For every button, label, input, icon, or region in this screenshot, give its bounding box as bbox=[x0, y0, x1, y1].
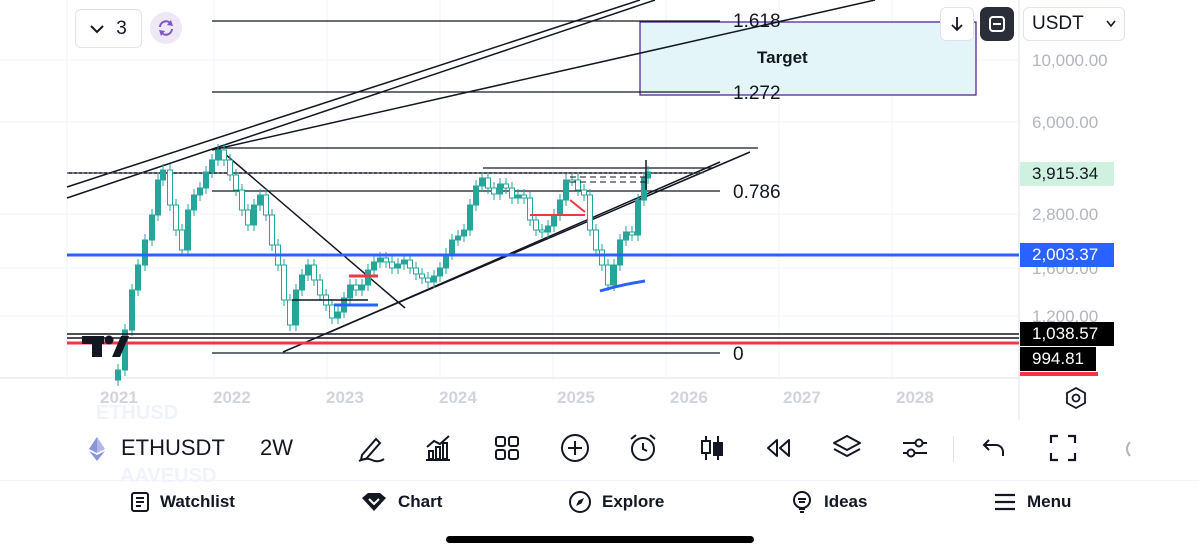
candlestick-series bbox=[115, 144, 651, 386]
fib-label-0786: 0.786 bbox=[733, 182, 781, 203]
black-line-price-tag[interactable]: 1,038.57 bbox=[1020, 322, 1114, 346]
price-axis-label: 10,000.00 bbox=[1032, 51, 1108, 70]
nav-menu[interactable]: Menu bbox=[993, 490, 1071, 514]
tradingview-logo bbox=[82, 335, 129, 357]
fib-label-1618: 1.618 bbox=[733, 11, 781, 32]
nav-ideas[interactable]: Ideas bbox=[790, 490, 867, 514]
replay-button[interactable] bbox=[760, 431, 796, 465]
scroll-down-button[interactable] bbox=[940, 7, 974, 41]
time-axis-label: 2022 bbox=[213, 388, 251, 407]
interval-label[interactable]: 2W bbox=[260, 435, 293, 460]
nav-chart[interactable]: Chart bbox=[360, 490, 442, 514]
price-axis-label: 1,200.00 bbox=[1032, 307, 1099, 326]
symbol-name[interactable]: ETHUSDT bbox=[121, 435, 225, 460]
time-axis-label: 2028 bbox=[896, 388, 934, 407]
currency-label: USDT bbox=[1032, 13, 1084, 34]
fullscreen-button[interactable] bbox=[1045, 431, 1081, 465]
time-axis-label: 2026 bbox=[670, 388, 708, 407]
plus-circle-icon bbox=[561, 434, 589, 462]
fib-label-0: 0 bbox=[733, 344, 744, 365]
price-axis-label: 6,000.00 bbox=[1032, 113, 1099, 132]
chevron-down-icon bbox=[1106, 20, 1116, 28]
red-line-price-underline bbox=[1020, 372, 1098, 376]
bottom-navigation bbox=[0, 480, 1199, 525]
interval-count: 3 bbox=[116, 17, 127, 39]
faded-symbol-above: ETHUSD bbox=[96, 402, 179, 424]
faded-symbol-below: AAVEUSD bbox=[120, 465, 217, 487]
toolbar-divider bbox=[953, 436, 954, 462]
chart-diamond-icon bbox=[362, 493, 386, 511]
chart-area[interactable]: 3 USDT 1.618 1.272 0.786 0 Target 10,000… bbox=[0, 0, 1199, 420]
time-axis-label: 2021 bbox=[100, 388, 138, 407]
add-symbol-button[interactable] bbox=[557, 431, 593, 465]
undo-button[interactable] bbox=[976, 431, 1012, 465]
undo-icon bbox=[982, 439, 1004, 456]
layout-button[interactable] bbox=[489, 431, 525, 465]
price-axis-label: 2,800.00 bbox=[1032, 205, 1099, 224]
blue-line-price-tag[interactable]: 2,003.37 bbox=[1020, 243, 1114, 267]
more-tools-edge[interactable] bbox=[1122, 440, 1132, 458]
alarm-clock-icon bbox=[630, 434, 656, 461]
layers-icon bbox=[833, 435, 861, 457]
currency-selector[interactable]: USDT bbox=[1023, 7, 1125, 41]
nav-chart-label: Chart bbox=[398, 492, 443, 511]
sync-icon bbox=[159, 20, 173, 36]
interval-selector[interactable]: 3 bbox=[75, 9, 142, 48]
drawing-tool-button[interactable] bbox=[353, 431, 389, 465]
pencil-icon bbox=[358, 437, 385, 463]
grid-icon bbox=[495, 436, 519, 460]
nav-watchlist[interactable]: Watchlist bbox=[130, 490, 235, 514]
lightbulb-icon bbox=[793, 491, 811, 513]
settings-hex-icon bbox=[1066, 386, 1086, 410]
nav-ideas-label: Ideas bbox=[824, 492, 868, 511]
indicators-button[interactable] bbox=[420, 431, 456, 465]
ethereum-icon bbox=[86, 436, 108, 462]
object-tree-button[interactable] bbox=[829, 431, 865, 465]
watchlist-icon bbox=[131, 492, 149, 512]
compass-icon bbox=[569, 491, 591, 513]
nav-explore[interactable]: Explore bbox=[568, 490, 664, 514]
time-axis-label: 2024 bbox=[439, 388, 477, 407]
home-indicator bbox=[446, 536, 754, 543]
chart-canvas[interactable] bbox=[0, 0, 1199, 420]
fib-levels[interactable] bbox=[212, 20, 758, 354]
chevron-down-icon bbox=[90, 24, 104, 33]
rewind-icon bbox=[767, 439, 790, 457]
nav-explore-label: Explore bbox=[602, 492, 665, 511]
target-label: Target bbox=[757, 48, 808, 67]
current-price-tag[interactable]: 3,915.34 bbox=[1020, 162, 1114, 186]
chart-type-button[interactable] bbox=[694, 431, 730, 465]
nav-menu-label: Menu bbox=[1027, 492, 1072, 511]
partial-icon bbox=[1126, 441, 1131, 457]
expand-icon bbox=[1049, 434, 1077, 462]
indicators-icon bbox=[426, 435, 450, 461]
time-axis-label: 2023 bbox=[326, 388, 364, 407]
time-axis-label: 2027 bbox=[783, 388, 821, 407]
nav-watchlist-label: Watchlist bbox=[160, 492, 235, 511]
small-marks bbox=[292, 160, 650, 307]
fib-label-1272: 1.272 bbox=[733, 83, 781, 104]
blue-curve-drawing[interactable] bbox=[599, 279, 646, 293]
sliders-icon bbox=[903, 438, 927, 458]
fullscreen-icon bbox=[989, 16, 1005, 32]
arrow-down-icon bbox=[951, 17, 963, 32]
sync-button[interactable] bbox=[150, 12, 182, 44]
time-axis-label: 2025 bbox=[557, 388, 595, 407]
alert-button[interactable] bbox=[625, 431, 661, 465]
chart-settings-button[interactable] bbox=[1064, 386, 1088, 410]
chart-settings-toggle[interactable] bbox=[897, 431, 933, 465]
fullscreen-toggle-button[interactable] bbox=[980, 7, 1014, 41]
red-line-price-tag[interactable]: 994.81 bbox=[1020, 347, 1096, 371]
hamburger-menu-icon bbox=[995, 493, 1015, 511]
target-box[interactable] bbox=[639, 21, 977, 96]
candles-icon bbox=[701, 436, 723, 460]
